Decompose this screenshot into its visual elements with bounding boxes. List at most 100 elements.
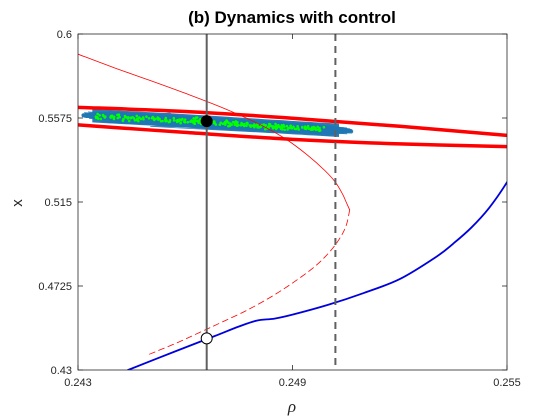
noise-point xyxy=(94,115,98,118)
chart-title: (b) Dynamics with control xyxy=(188,8,396,27)
y-axis-label: x xyxy=(9,199,26,207)
noise-point xyxy=(264,128,267,131)
noise-point xyxy=(303,125,307,128)
noise-point xyxy=(310,127,313,130)
noise-point xyxy=(212,121,216,125)
noise-point xyxy=(270,124,273,128)
noise-point xyxy=(179,121,182,125)
noise-point xyxy=(145,115,148,118)
noise-point xyxy=(286,128,289,131)
noise-point xyxy=(197,121,200,125)
y-tick-label: 0.6 xyxy=(57,29,72,41)
x-tick-label: 0.243 xyxy=(64,377,92,389)
noise-point xyxy=(147,117,151,120)
noise-point xyxy=(290,126,294,130)
noise-point xyxy=(228,123,232,127)
noise-point xyxy=(313,126,317,130)
noise-point xyxy=(194,117,197,120)
noise-point xyxy=(314,128,318,132)
axes-box xyxy=(77,33,508,371)
noise-point xyxy=(135,114,139,118)
plot-area xyxy=(78,34,507,370)
noise-point xyxy=(137,116,141,119)
red-band-upper-line xyxy=(78,105,507,138)
noise-point xyxy=(196,119,200,122)
noise-point xyxy=(318,126,321,130)
x-tick-label: 0.255 xyxy=(493,377,521,389)
red-branch-dashed-line xyxy=(149,209,351,355)
noise-point xyxy=(104,115,107,118)
x-axis-label: ρ xyxy=(287,397,296,416)
noise-point xyxy=(257,126,261,129)
noise-point xyxy=(218,123,222,126)
noise-point xyxy=(122,117,125,121)
axis-ticks: 0.243 0.249 0.255 0.43 0.4725 0.515 0.5575 0.6 xyxy=(38,29,520,389)
y-tick-label: 0.43 xyxy=(51,365,72,377)
noise-point xyxy=(189,120,192,123)
vertical-lines xyxy=(205,34,337,370)
noise-point xyxy=(172,116,176,120)
noise-point xyxy=(180,118,183,122)
unstable-point-marker xyxy=(200,332,213,345)
red-band-lower-line xyxy=(78,123,507,149)
noise-point xyxy=(274,127,278,131)
noise-point xyxy=(296,126,300,130)
noise-point xyxy=(235,124,239,127)
y-tick-label: 0.5575 xyxy=(38,113,72,125)
noise-point xyxy=(176,120,179,124)
noise-point xyxy=(273,125,277,129)
noise-point xyxy=(304,127,308,130)
noise-point xyxy=(98,114,101,117)
x-tick-label: 0.249 xyxy=(279,377,307,389)
noise-points xyxy=(94,112,326,133)
noise-point xyxy=(267,125,271,128)
noise-point xyxy=(96,112,99,116)
noise-point xyxy=(318,129,322,132)
noise-point xyxy=(225,119,228,122)
noise-point xyxy=(126,116,130,119)
noise-point xyxy=(253,124,257,127)
y-tick-label: 0.515 xyxy=(44,197,72,209)
noise-point xyxy=(101,113,105,117)
noise-point xyxy=(168,120,172,123)
series-lines xyxy=(78,53,507,370)
noise-point xyxy=(322,125,326,129)
noise-point xyxy=(267,122,271,126)
noise-point xyxy=(246,122,249,125)
noise-point xyxy=(262,123,266,126)
blue-curve-line xyxy=(127,180,507,370)
noise-point xyxy=(132,117,136,120)
noise-point xyxy=(157,118,160,121)
noise-point xyxy=(186,120,190,124)
noise-point xyxy=(281,128,284,131)
noise-point xyxy=(192,119,196,123)
noise-point xyxy=(124,115,128,119)
stable-point-marker xyxy=(200,115,213,128)
noise-point xyxy=(142,117,145,121)
markers xyxy=(200,115,213,345)
noise-point xyxy=(289,124,292,128)
noise-point xyxy=(112,117,116,121)
noise-point xyxy=(127,119,131,123)
noise-point xyxy=(172,119,176,122)
noise-point xyxy=(245,124,248,127)
noise-point xyxy=(274,122,277,126)
noise-point xyxy=(240,122,244,126)
noise-point xyxy=(165,119,168,123)
noise-point xyxy=(154,117,157,121)
noise-point xyxy=(99,117,103,121)
noise-point xyxy=(271,126,275,130)
noise-point xyxy=(316,125,319,129)
noise-point xyxy=(183,120,187,124)
y-tick-label: 0.4725 xyxy=(38,281,72,293)
noise-point xyxy=(283,128,287,131)
noise-point xyxy=(116,116,120,120)
noise-point xyxy=(249,124,253,127)
noise-point xyxy=(117,113,121,116)
noise-point xyxy=(282,123,285,127)
noise-point xyxy=(161,119,164,123)
noise-point xyxy=(255,124,259,127)
noise-point xyxy=(278,126,282,129)
noise-point xyxy=(224,123,227,126)
